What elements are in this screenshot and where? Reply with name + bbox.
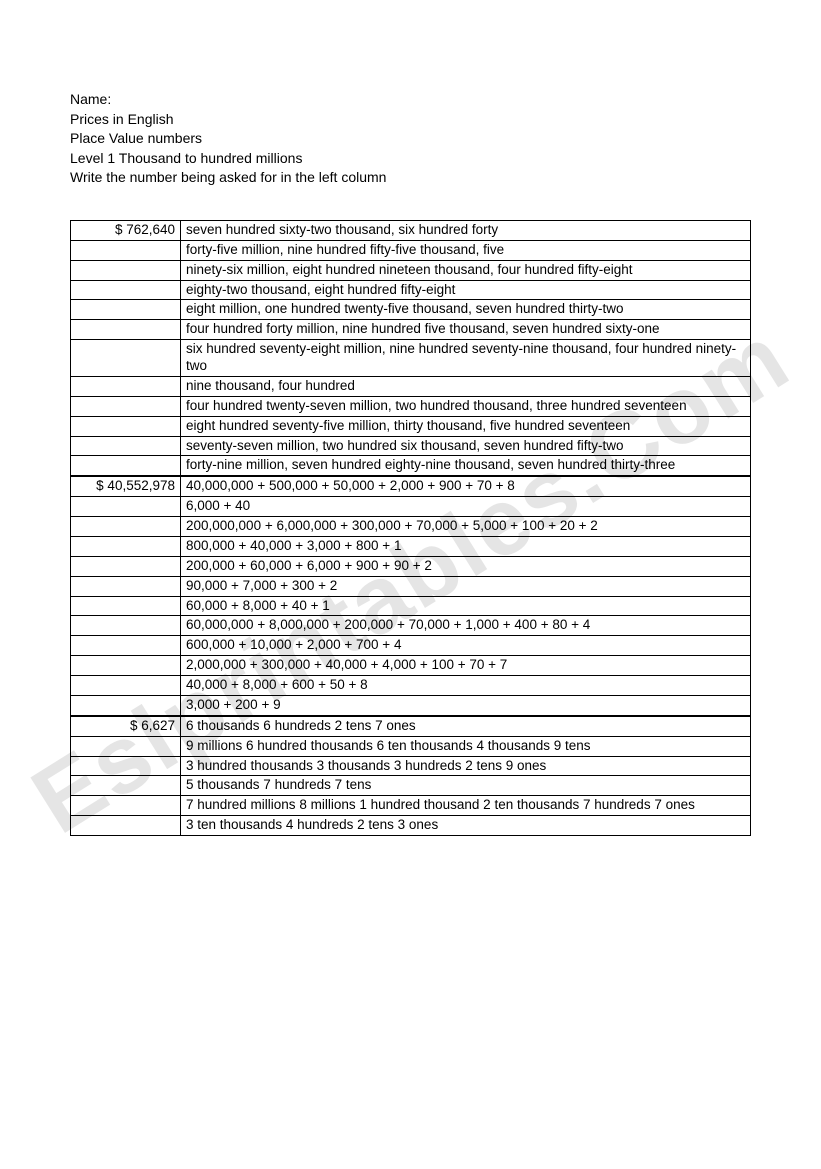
answer-cell: $ 6,627 bbox=[71, 716, 181, 736]
prompt-cell: nine thousand, four hundred bbox=[181, 376, 751, 396]
prompt-cell: eight hundred seventy-five million, thir… bbox=[181, 416, 751, 436]
prompt-cell: eight million, one hundred twenty-five t… bbox=[181, 300, 751, 320]
table-row: eight hundred seventy-five million, thir… bbox=[71, 416, 751, 436]
table-row: $ 40,552,97840,000,000 + 500,000 + 50,00… bbox=[71, 476, 751, 496]
answer-cell bbox=[71, 376, 181, 396]
answer-cell bbox=[71, 816, 181, 836]
table-row: eighty-two thousand, eight hundred fifty… bbox=[71, 280, 751, 300]
answer-cell bbox=[71, 556, 181, 576]
answer-cell bbox=[71, 436, 181, 456]
table-row: 3 hundred thousands 3 thousands 3 hundre… bbox=[71, 756, 751, 776]
header-title-line: Prices in English bbox=[70, 110, 751, 130]
table-row: 40,000 + 8,000 + 600 + 50 + 8 bbox=[71, 676, 751, 696]
table-row: ninety-six million, eight hundred ninete… bbox=[71, 260, 751, 280]
answer-cell bbox=[71, 320, 181, 340]
answer-cell bbox=[71, 497, 181, 517]
prompt-cell: four hundred twenty-seven million, two h… bbox=[181, 396, 751, 416]
prompt-cell: ninety-six million, eight hundred ninete… bbox=[181, 260, 751, 280]
table-row: four hundred forty million, nine hundred… bbox=[71, 320, 751, 340]
prompt-cell: seven hundred sixty-two thousand, six hu… bbox=[181, 220, 751, 240]
table-row: 2,000,000 + 300,000 + 40,000 + 4,000 + 1… bbox=[71, 656, 751, 676]
prompt-cell: 6 thousands 6 hundreds 2 tens 7 ones bbox=[181, 716, 751, 736]
prompt-cell: 600,000 + 10,000 + 2,000 + 700 + 4 bbox=[181, 636, 751, 656]
answer-cell bbox=[71, 300, 181, 320]
answer-cell bbox=[71, 756, 181, 776]
table-row: 60,000 + 8,000 + 40 + 1 bbox=[71, 596, 751, 616]
answer-cell bbox=[71, 396, 181, 416]
header-name-line: Name: bbox=[70, 90, 751, 110]
prompt-cell: 40,000,000 + 500,000 + 50,000 + 2,000 + … bbox=[181, 476, 751, 496]
prompt-cell: 60,000 + 8,000 + 40 + 1 bbox=[181, 596, 751, 616]
answer-cell bbox=[71, 776, 181, 796]
table-row: $ 762,640seven hundred sixty-two thousan… bbox=[71, 220, 751, 240]
answer-cell bbox=[71, 536, 181, 556]
table-row: 5 thousands 7 hundreds 7 tens bbox=[71, 776, 751, 796]
answer-cell bbox=[71, 596, 181, 616]
answer-cell bbox=[71, 796, 181, 816]
table-row: 200,000 + 60,000 + 6,000 + 900 + 90 + 2 bbox=[71, 556, 751, 576]
prompt-cell: 200,000 + 60,000 + 6,000 + 900 + 90 + 2 bbox=[181, 556, 751, 576]
worksheet-table: $ 762,640seven hundred sixty-two thousan… bbox=[70, 220, 751, 836]
table-row: 3,000 + 200 + 9 bbox=[71, 695, 751, 715]
prompt-cell: seventy-seven million, two hundred six t… bbox=[181, 436, 751, 456]
table-row: 6,000 + 40 bbox=[71, 497, 751, 517]
prompt-cell: 7 hundred millions 8 millions 1 hundred … bbox=[181, 796, 751, 816]
answer-cell bbox=[71, 736, 181, 756]
table-row: 60,000,000 + 8,000,000 + 200,000 + 70,00… bbox=[71, 616, 751, 636]
answer-cell: $ 762,640 bbox=[71, 220, 181, 240]
answer-cell bbox=[71, 416, 181, 436]
table-row: 90,000 + 7,000 + 300 + 2 bbox=[71, 576, 751, 596]
worksheet-header: Name: Prices in English Place Value numb… bbox=[70, 90, 751, 188]
table-row: 9 millions 6 hundred thousands 6 ten tho… bbox=[71, 736, 751, 756]
answer-cell bbox=[71, 280, 181, 300]
prompt-cell: 9 millions 6 hundred thousands 6 ten tho… bbox=[181, 736, 751, 756]
prompt-cell: forty-five million, nine hundred fifty-f… bbox=[181, 240, 751, 260]
prompt-cell: forty-nine million, seven hundred eighty… bbox=[181, 456, 751, 476]
table-row: six hundred seventy-eight million, nine … bbox=[71, 340, 751, 377]
answer-cell bbox=[71, 517, 181, 537]
table-row: 7 hundred millions 8 millions 1 hundred … bbox=[71, 796, 751, 816]
answer-cell bbox=[71, 616, 181, 636]
table-row: 600,000 + 10,000 + 2,000 + 700 + 4 bbox=[71, 636, 751, 656]
prompt-cell: eighty-two thousand, eight hundred fifty… bbox=[181, 280, 751, 300]
answer-cell bbox=[71, 636, 181, 656]
prompt-cell: 5 thousands 7 hundreds 7 tens bbox=[181, 776, 751, 796]
table-row: forty-nine million, seven hundred eighty… bbox=[71, 456, 751, 476]
table-row: 3 ten thousands 4 hundreds 2 tens 3 ones bbox=[71, 816, 751, 836]
prompt-cell: 3,000 + 200 + 9 bbox=[181, 695, 751, 715]
answer-cell bbox=[71, 340, 181, 377]
table-row: seventy-seven million, two hundred six t… bbox=[71, 436, 751, 456]
table-row: forty-five million, nine hundred fifty-f… bbox=[71, 240, 751, 260]
prompt-cell: 3 hundred thousands 3 thousands 3 hundre… bbox=[181, 756, 751, 776]
header-level-line: Level 1 Thousand to hundred millions bbox=[70, 149, 751, 169]
answer-cell bbox=[71, 456, 181, 476]
table-row: eight million, one hundred twenty-five t… bbox=[71, 300, 751, 320]
prompt-cell: 800,000 + 40,000 + 3,000 + 800 + 1 bbox=[181, 536, 751, 556]
answer-cell bbox=[71, 576, 181, 596]
prompt-cell: six hundred seventy-eight million, nine … bbox=[181, 340, 751, 377]
answer-cell bbox=[71, 695, 181, 715]
answer-cell: $ 40,552,978 bbox=[71, 476, 181, 496]
table-row: four hundred twenty-seven million, two h… bbox=[71, 396, 751, 416]
table-row: nine thousand, four hundred bbox=[71, 376, 751, 396]
answer-cell bbox=[71, 260, 181, 280]
prompt-cell: 3 ten thousands 4 hundreds 2 tens 3 ones bbox=[181, 816, 751, 836]
prompt-cell: 6,000 + 40 bbox=[181, 497, 751, 517]
prompt-cell: 40,000 + 8,000 + 600 + 50 + 8 bbox=[181, 676, 751, 696]
answer-cell bbox=[71, 676, 181, 696]
prompt-cell: 90,000 + 7,000 + 300 + 2 bbox=[181, 576, 751, 596]
prompt-cell: 60,000,000 + 8,000,000 + 200,000 + 70,00… bbox=[181, 616, 751, 636]
prompt-cell: four hundred forty million, nine hundred… bbox=[181, 320, 751, 340]
header-subtitle-line: Place Value numbers bbox=[70, 129, 751, 149]
header-instruction-line: Write the number being asked for in the … bbox=[70, 168, 751, 188]
prompt-cell: 200,000,000 + 6,000,000 + 300,000 + 70,0… bbox=[181, 517, 751, 537]
table-row: $ 6,6276 thousands 6 hundreds 2 tens 7 o… bbox=[71, 716, 751, 736]
table-row: 200,000,000 + 6,000,000 + 300,000 + 70,0… bbox=[71, 517, 751, 537]
prompt-cell: 2,000,000 + 300,000 + 40,000 + 4,000 + 1… bbox=[181, 656, 751, 676]
table-row: 800,000 + 40,000 + 3,000 + 800 + 1 bbox=[71, 536, 751, 556]
answer-cell bbox=[71, 240, 181, 260]
answer-cell bbox=[71, 656, 181, 676]
